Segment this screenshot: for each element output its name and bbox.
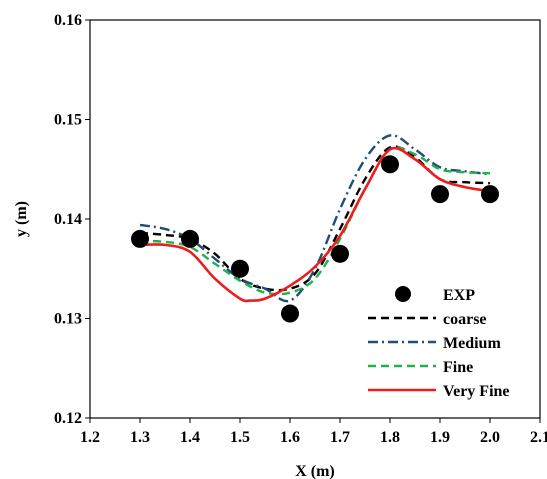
legend-label-coarse: coarse: [443, 311, 487, 328]
exp-point: [431, 185, 449, 204]
exp-point: [231, 259, 249, 278]
series-lines: [139, 134, 491, 303]
exp-point: [281, 304, 299, 323]
x-axis-ticks: 1.2 1.3 1.4 1.5 1.6 1.7 1.8 1.9 2.0 2.1: [80, 418, 547, 446]
x-tick-label: 1.7: [330, 429, 350, 446]
legend-label-very-fine: Very Fine: [443, 383, 510, 400]
legend-label-fine: Fine: [443, 359, 473, 376]
y-tick-label: 0.13: [54, 311, 82, 328]
x-axis-label: X (m): [295, 463, 335, 479]
x-tick-label: 1.6: [280, 429, 300, 446]
exp-point: [181, 229, 199, 248]
x-tick-label: 1.2: [80, 429, 100, 446]
y-tick-label: 0.16: [54, 12, 82, 29]
exp-point: [381, 155, 399, 174]
y-axis-label: y (m): [13, 201, 30, 237]
y-tick-label: 0.14: [54, 211, 82, 228]
legend-marker-exp: [395, 286, 411, 302]
y-tick-label: 0.12: [54, 410, 82, 427]
x-tick-label: 1.8: [380, 429, 400, 446]
x-tick-label: 1.4: [180, 429, 200, 446]
fine-line: [139, 146, 491, 296]
very-fine-line: [139, 146, 491, 303]
x-tick-label: 2.1: [530, 429, 547, 446]
legend: EXP coarse Medium Fine Very Fine: [368, 286, 510, 400]
exp-points: [131, 155, 499, 323]
medium-line: [139, 134, 491, 303]
exp-point: [481, 185, 499, 204]
exp-point: [131, 229, 149, 248]
exp-point: [331, 244, 349, 263]
y-tick-label: 0.15: [54, 112, 82, 129]
legend-label-exp: EXP: [443, 287, 475, 304]
y-axis-ticks: 0.12 0.13 0.14 0.15 0.16: [54, 12, 90, 427]
legend-label-medium: Medium: [443, 335, 501, 352]
x-tick-label: 2.0: [480, 429, 500, 446]
x-tick-label: 1.5: [230, 429, 250, 446]
x-tick-label: 1.3: [130, 429, 150, 446]
x-tick-label: 1.9: [430, 429, 450, 446]
